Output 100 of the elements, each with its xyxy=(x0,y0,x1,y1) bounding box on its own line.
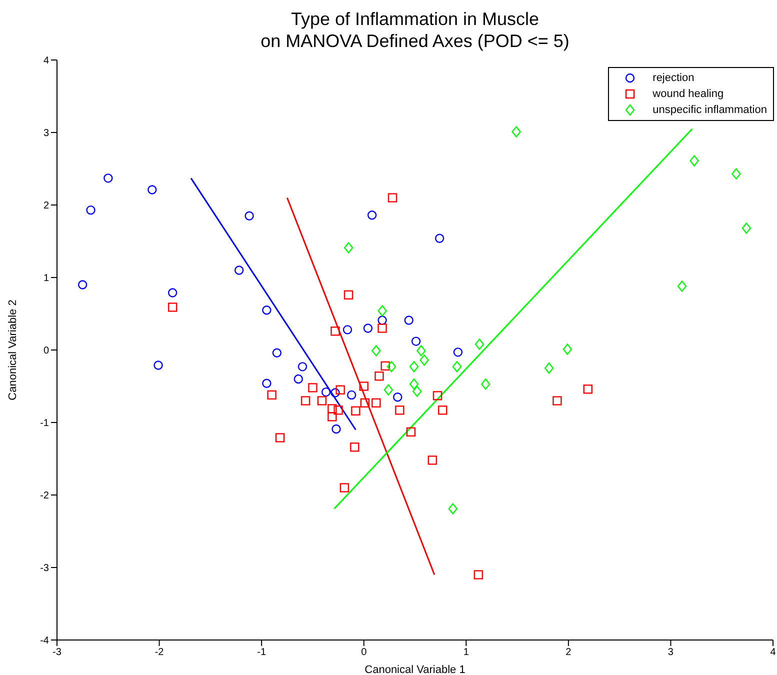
point xyxy=(512,126,521,138)
x-tick-label: -2 xyxy=(154,647,164,658)
y-tick-label: -4 xyxy=(40,636,50,647)
point xyxy=(168,288,178,298)
point xyxy=(344,242,354,254)
point xyxy=(562,344,572,355)
point xyxy=(583,384,592,394)
point xyxy=(434,234,444,243)
point xyxy=(480,378,490,390)
point xyxy=(378,324,387,333)
point xyxy=(388,193,398,202)
y-tick-label: 2 xyxy=(43,200,50,212)
y-axis-title: Canonical Variable 2 xyxy=(6,300,19,400)
y-tick-label: 4 xyxy=(43,56,50,67)
point xyxy=(690,155,699,166)
point xyxy=(340,483,350,492)
point xyxy=(372,345,381,356)
point xyxy=(346,390,356,400)
point xyxy=(334,406,343,415)
x-tick-label: -3 xyxy=(52,647,62,658)
point xyxy=(234,266,244,275)
point xyxy=(372,398,381,408)
point xyxy=(474,570,484,580)
point xyxy=(148,185,157,194)
point xyxy=(448,503,458,514)
point xyxy=(367,210,377,220)
x-tick-label: 2 xyxy=(566,647,572,658)
point xyxy=(474,338,484,350)
point xyxy=(86,205,96,215)
y-tick-label: -3 xyxy=(40,563,50,574)
point xyxy=(677,280,687,292)
point xyxy=(168,302,178,312)
point xyxy=(360,398,370,408)
point xyxy=(272,348,282,358)
point xyxy=(393,392,402,402)
point xyxy=(351,406,360,416)
point xyxy=(732,168,741,180)
point xyxy=(78,280,88,290)
point xyxy=(428,456,437,465)
x-tick-label: 4 xyxy=(770,647,776,658)
x-tick-label: 1 xyxy=(463,647,470,658)
point xyxy=(412,386,422,397)
point xyxy=(409,361,419,372)
point xyxy=(544,362,554,374)
point xyxy=(298,362,308,372)
point xyxy=(308,383,318,392)
point xyxy=(453,348,463,357)
point xyxy=(336,385,345,394)
point xyxy=(411,336,421,346)
point xyxy=(330,388,340,398)
y-tick-label: -2 xyxy=(40,490,50,502)
y-tick-label: 0 xyxy=(43,346,50,357)
point xyxy=(332,424,341,434)
point xyxy=(267,390,276,400)
point xyxy=(262,306,272,315)
point xyxy=(438,406,448,415)
point xyxy=(317,396,327,406)
chart-title: Type of Inflammation in Muscle on MANOVA Defined Axes (POD <= 5) xyxy=(260,8,570,52)
point xyxy=(742,222,752,234)
point xyxy=(328,412,337,422)
x-tick-label: 0 xyxy=(361,647,368,658)
point xyxy=(342,325,352,334)
point xyxy=(384,384,394,396)
point xyxy=(328,404,337,414)
x-tick-label: -1 xyxy=(257,647,266,658)
point xyxy=(374,372,384,381)
point xyxy=(378,316,387,325)
point xyxy=(404,316,414,325)
legend-label: wound healing xyxy=(652,88,724,100)
point xyxy=(294,374,303,384)
point xyxy=(378,305,387,316)
point xyxy=(432,391,442,400)
point xyxy=(330,326,340,336)
point xyxy=(416,345,426,356)
legend-label: rejection xyxy=(652,72,694,84)
point xyxy=(386,361,396,372)
x-tick-label: 3 xyxy=(668,647,674,658)
point xyxy=(262,378,272,388)
legend-label: unspecific inflammation xyxy=(652,104,767,116)
point xyxy=(244,211,254,220)
point xyxy=(275,433,285,442)
point xyxy=(359,382,368,391)
point xyxy=(300,396,310,406)
y-tick-label: 1 xyxy=(43,273,50,284)
point xyxy=(321,387,331,397)
point xyxy=(344,290,354,300)
point xyxy=(350,442,360,452)
x-axis-title: Canonical Variable 1 xyxy=(364,664,466,675)
point xyxy=(409,378,419,390)
point xyxy=(420,354,429,366)
y-tick-label: 3 xyxy=(43,128,50,140)
point xyxy=(452,361,462,372)
point xyxy=(406,427,416,437)
point xyxy=(363,324,373,333)
point xyxy=(552,396,562,406)
point xyxy=(104,174,113,183)
y-tick-label: -1 xyxy=(40,418,50,430)
point xyxy=(154,360,163,370)
point xyxy=(380,361,390,371)
point xyxy=(395,406,404,415)
